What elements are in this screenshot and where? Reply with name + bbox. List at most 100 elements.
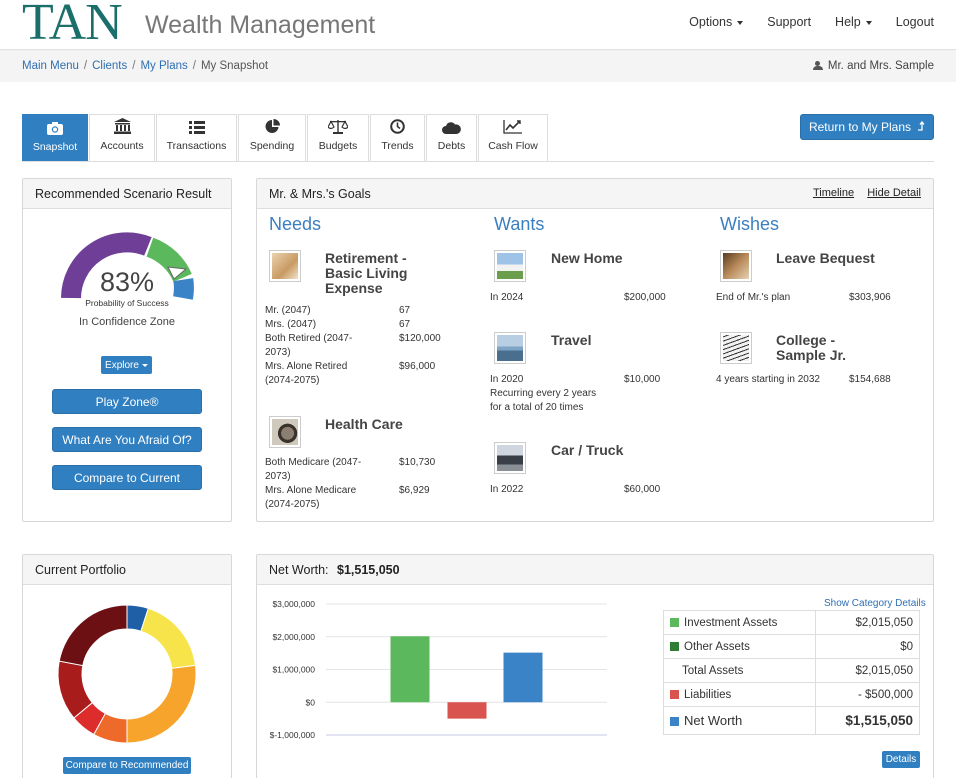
clock-icon: [390, 118, 405, 134]
health-row-value: $6,929: [399, 485, 430, 496]
portfolio-title: Current Portfolio: [23, 555, 231, 585]
breadcrumb-main-menu[interactable]: Main Menu: [22, 60, 79, 72]
networth-total: $1,515,050: [337, 563, 400, 577]
college-value: $154,688: [849, 374, 891, 385]
legend-swatch: [670, 641, 679, 651]
donut-slice[interactable]: [140, 607, 197, 669]
bar-net-worth[interactable]: [503, 652, 543, 703]
row-label-cell: Total Assets: [663, 658, 816, 683]
tab-spending[interactable]: Spending: [238, 114, 306, 161]
compare-to-current-button[interactable]: Compare to Current: [52, 465, 202, 490]
travel-image[interactable]: [494, 332, 526, 364]
bar-assets[interactable]: [390, 636, 430, 703]
gauge-marker-icon: [167, 266, 188, 280]
play-zone-button[interactable]: Play Zone®: [52, 389, 202, 414]
needs-heading: Needs: [269, 214, 322, 234]
legend-swatch: [670, 717, 679, 726]
breadcrumb-clients[interactable]: Clients: [92, 60, 128, 72]
tab-cash-flow[interactable]: Cash Flow: [478, 114, 548, 161]
what-are-you-afraid-of-button[interactable]: What Are You Afraid Of?: [52, 427, 202, 452]
logo[interactable]: TAN: [22, 0, 123, 51]
travel-value: $10,000: [624, 374, 661, 385]
wishes-heading: Wishes: [720, 214, 780, 234]
return-arrow-icon: [917, 120, 925, 134]
leave-bequest-image[interactable]: [720, 250, 752, 282]
tab-snapshot[interactable]: Snapshot: [22, 114, 88, 162]
scenario-panel: Recommended Scenario Result 83% Probabil…: [22, 178, 232, 522]
travel-goal-title[interactable]: Travel: [551, 332, 592, 348]
row-value: $1,515,050: [815, 706, 920, 735]
health-care-image[interactable]: [269, 416, 301, 448]
hide-detail-link[interactable]: Hide Detail: [867, 187, 921, 199]
tab-transactions[interactable]: Transactions: [156, 114, 237, 161]
tab-bar: Snapshot Accounts Transactions Spending …: [22, 114, 549, 162]
breadcrumb-my-plans[interactable]: My Plans: [140, 60, 188, 72]
nav-help[interactable]: Help: [835, 15, 872, 29]
legend-swatch: [670, 617, 679, 627]
gauge-low-zone: [61, 232, 152, 299]
goals-title: Mr. & Mrs.'s Goals: [269, 187, 371, 201]
networth-bar-chart: $3,000,000 $2,000,000 $1,000,000 $0 $-1,000,…: [270, 599, 607, 740]
networth-header: Net Worth: $1,515,050: [257, 555, 933, 585]
tab-label: Cash Flow: [488, 140, 538, 152]
portfolio-donut-chart[interactable]: [22, 600, 232, 750]
tab-divider: [22, 161, 934, 162]
retirement-image[interactable]: [269, 250, 301, 282]
networth-label: Net Worth:: [269, 563, 329, 577]
explore-button[interactable]: Explore: [101, 356, 152, 374]
user-icon: [812, 61, 824, 70]
row-value: $2,015,050: [815, 658, 920, 683]
gauge-arcs: [61, 232, 194, 300]
tab-debts[interactable]: Debts: [426, 114, 477, 161]
tab-accounts[interactable]: Accounts: [89, 114, 155, 161]
goals-panel: Mr. & Mrs.'s Goals Timeline Hide Detail: [256, 178, 934, 522]
tab-label: Spending: [249, 140, 295, 152]
row-label-cell: Investment Assets: [663, 610, 816, 635]
gauge-high-zone: [173, 278, 194, 300]
show-category-details-link[interactable]: Show Category Details: [824, 598, 926, 609]
client-name: Mr. and Mrs. Sample: [827, 60, 934, 72]
health-row-label: Both Medicare (2047-2073): [265, 457, 362, 482]
details-button[interactable]: Details: [882, 751, 920, 768]
retirement-row-value: 67: [399, 305, 411, 316]
donut-slice[interactable]: [58, 604, 128, 667]
college-goal-title[interactable]: College - Sample Jr.: [776, 332, 847, 363]
tab-budgets[interactable]: Budgets: [307, 114, 369, 161]
timeline-link[interactable]: Timeline: [812, 187, 855, 199]
table-row: Other Assets $0: [663, 634, 920, 659]
breadcrumb-bar: Main Menu / Clients / My Plans / My Snapshot M…: [0, 51, 956, 82]
compare-to-recommended-button[interactable]: Compare to Recommended: [63, 757, 191, 774]
retirement-row-value: $120,000: [399, 333, 441, 344]
networth-table: Investment Assets $2,015,050 Other Asset…: [663, 610, 920, 735]
success-gauge: [23, 179, 231, 379]
donut-slice[interactable]: [126, 664, 197, 744]
college-image[interactable]: [720, 332, 752, 364]
top-nav: Options Support Help Logout: [689, 15, 934, 29]
row-label: Net Worth: [684, 713, 743, 728]
client-indicator: Mr. and Mrs. Sample: [812, 60, 934, 72]
probability-label: Probability of Success: [85, 298, 169, 308]
table-row: Investment Assets $2,015,050: [663, 610, 920, 635]
logo-subtitle: Wealth Management: [145, 11, 376, 39]
y-tick-label: $3,000,000: [272, 599, 315, 609]
car-truck-goal-title[interactable]: Car / Truck: [551, 442, 624, 458]
new-home-value: $200,000: [624, 292, 666, 303]
return-label: Return to My Plans: [808, 120, 912, 134]
leave-bequest-goal-title[interactable]: Leave Bequest: [776, 250, 875, 266]
bar-liabilities[interactable]: [447, 702, 487, 719]
health-care-goal-title[interactable]: Health Care: [325, 416, 403, 432]
probability-value: 83%: [99, 267, 155, 297]
nav-options[interactable]: Options: [689, 15, 743, 29]
return-to-my-plans-button[interactable]: Return to My Plans: [800, 114, 934, 140]
new-home-goal-title[interactable]: New Home: [551, 250, 623, 266]
new-home-image[interactable]: [494, 250, 526, 282]
nav-logout[interactable]: Logout: [895, 15, 934, 29]
nav-support[interactable]: Support: [767, 15, 812, 29]
breadcrumb: Main Menu / Clients / My Plans / My Snapshot: [22, 60, 269, 72]
retirement-goal-title[interactable]: Retirement - Basic Living Expense: [325, 250, 408, 296]
row-value: $2,015,050: [815, 610, 920, 635]
pie-icon: [265, 118, 280, 134]
tab-trends[interactable]: Trends: [370, 114, 425, 161]
car-truck-image[interactable]: [494, 442, 526, 474]
retirement-row-value: $96,000: [399, 361, 436, 372]
